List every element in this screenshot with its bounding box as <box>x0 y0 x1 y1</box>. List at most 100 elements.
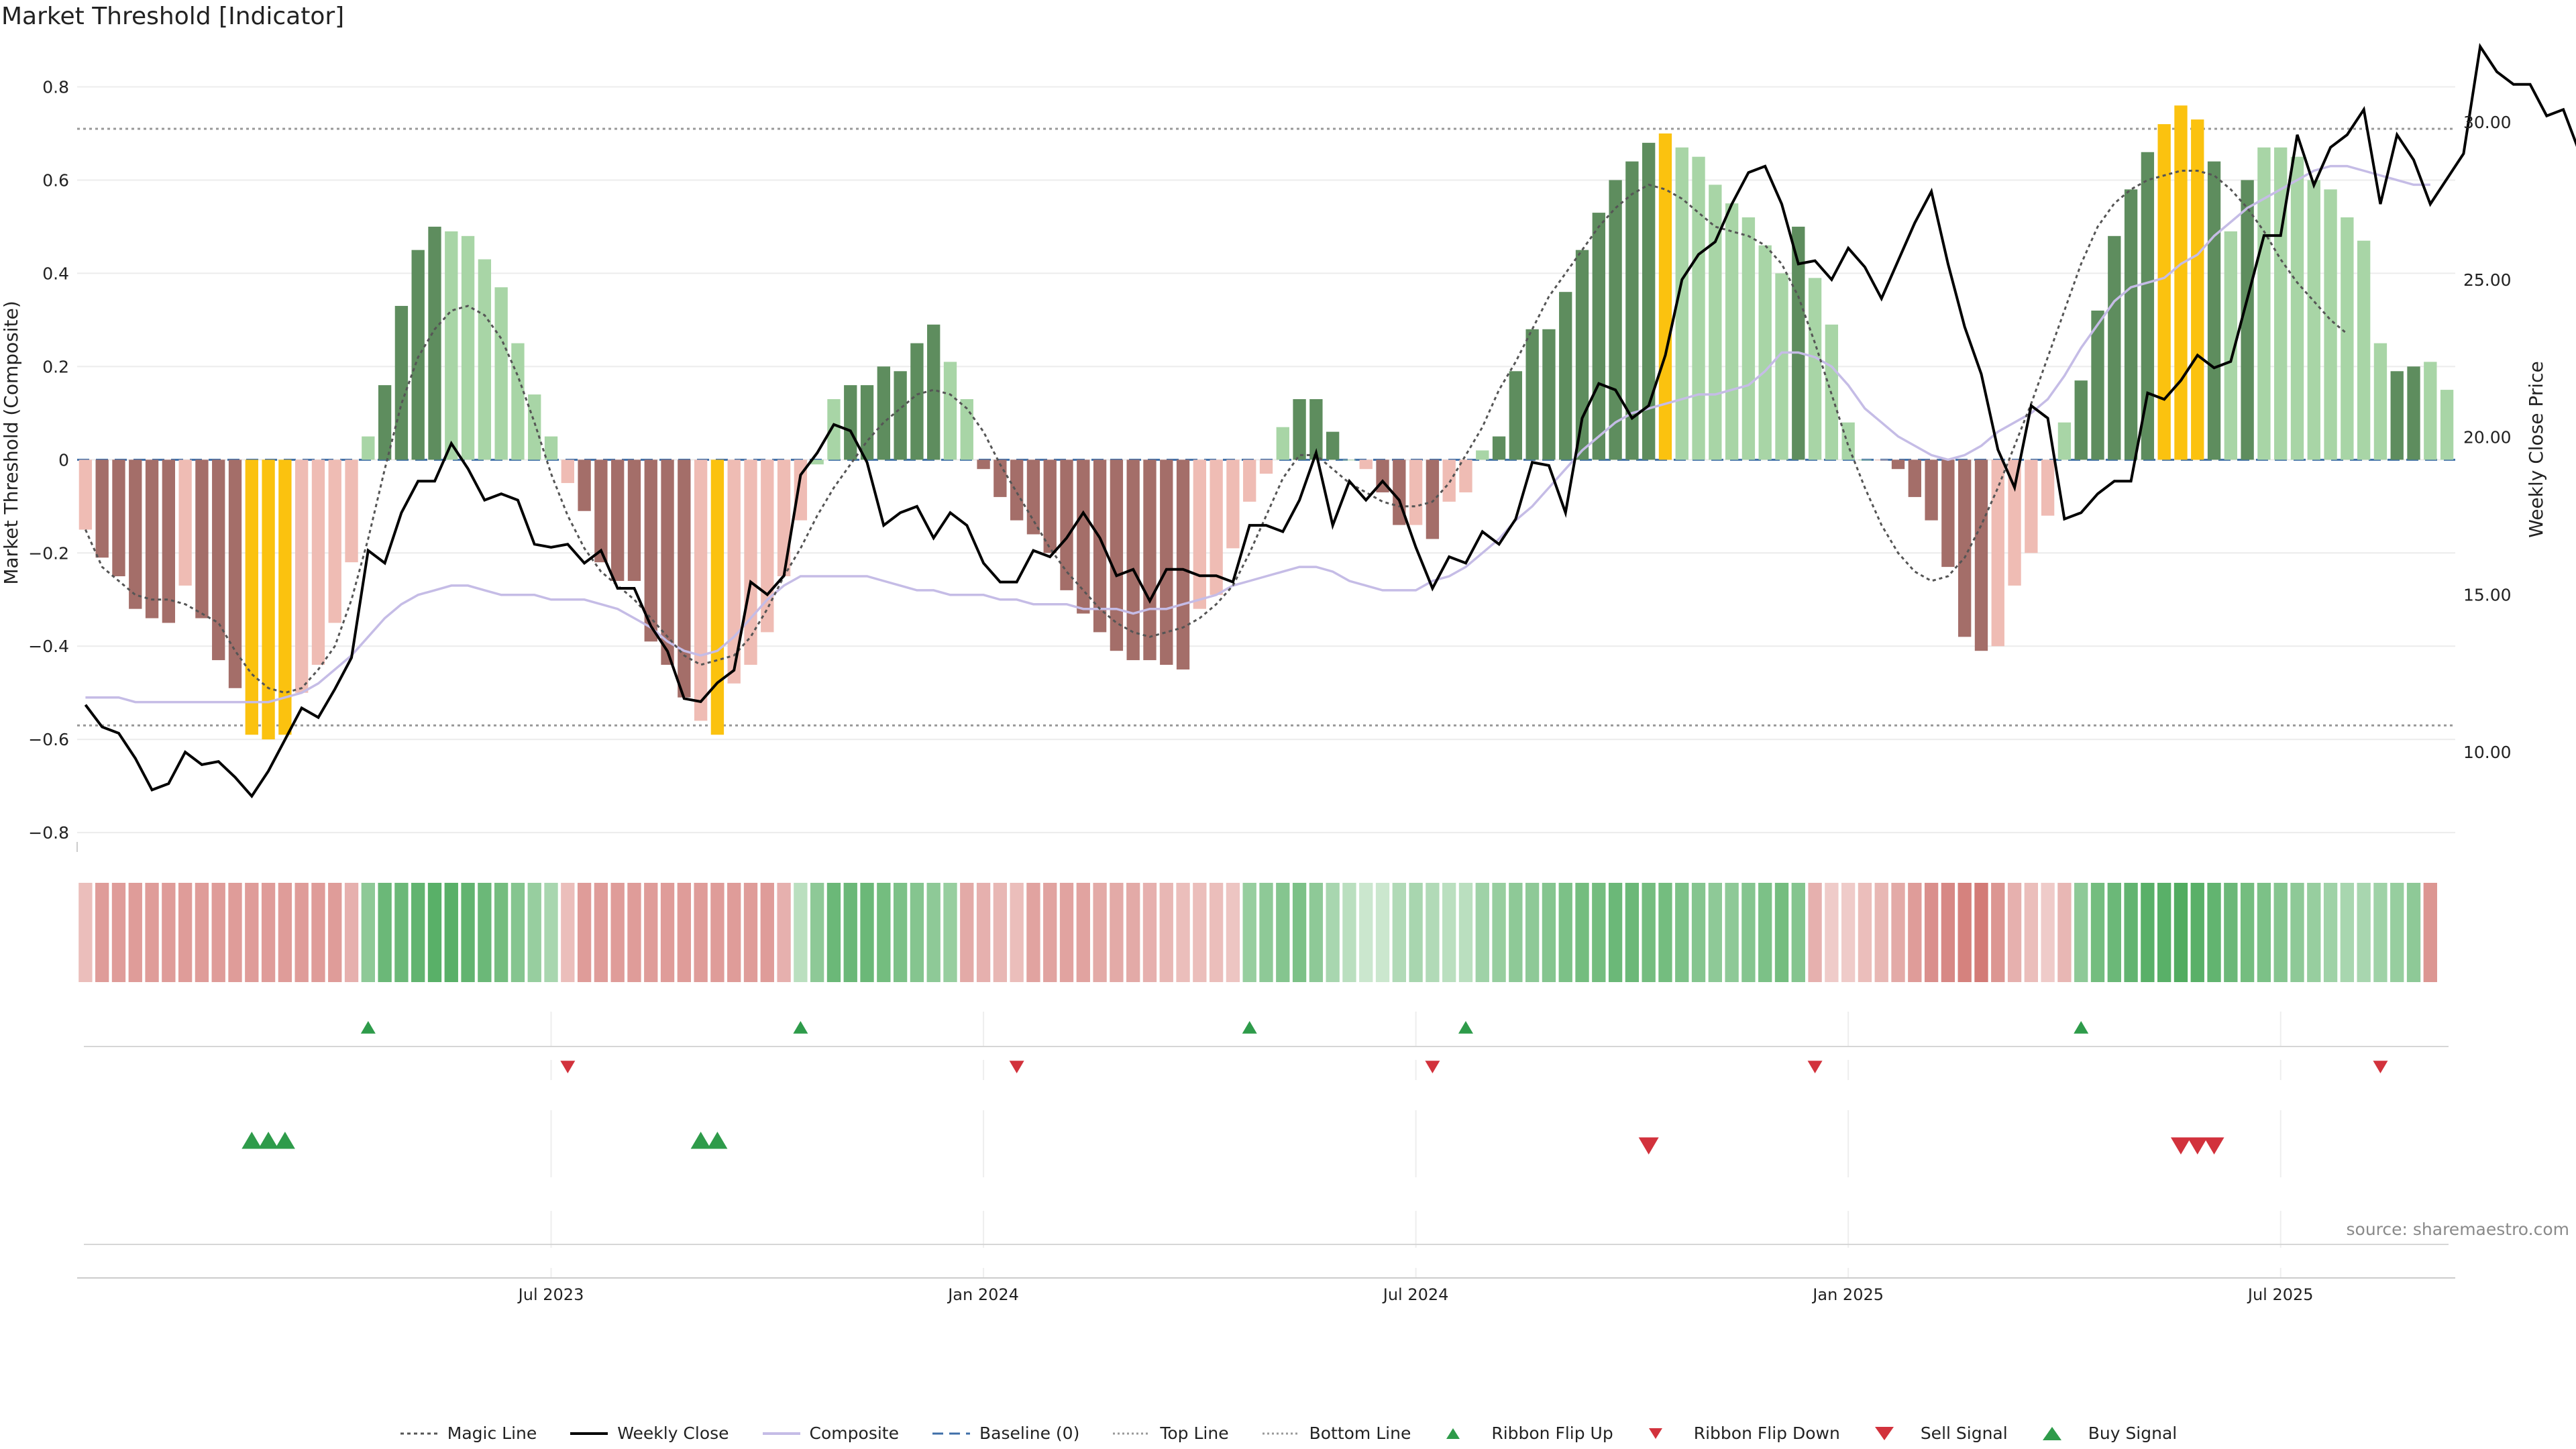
ribbon-cell <box>1043 883 1057 982</box>
ribbon-cell <box>2024 883 2039 982</box>
ribbon-cell <box>976 883 991 982</box>
composite-bar <box>1459 460 1472 492</box>
ribbon-cell <box>1774 883 1789 982</box>
legend-swatch-close <box>570 1432 608 1435</box>
composite-bar <box>1293 398 1306 460</box>
composite-bar <box>2124 189 2138 460</box>
ribbon-cell <box>2141 883 2155 982</box>
composite-bar <box>2324 189 2337 460</box>
ribbon-cell <box>960 883 974 982</box>
composite-bar <box>1176 460 1190 669</box>
ribbon-cell <box>660 883 675 982</box>
ribbon-cell <box>2174 883 2188 982</box>
y-tick-label: 0 <box>58 450 69 470</box>
composite-bar <box>2074 380 2088 460</box>
composite-bar <box>1542 329 1556 460</box>
x-tick-label: Jul 2023 <box>517 1285 584 1304</box>
ribbon-cell <box>1159 883 1173 982</box>
ribbon-flip-up-marker <box>1242 1021 1257 1034</box>
ribbon-flip-up-marker <box>793 1021 808 1034</box>
ribbon-cell <box>2057 883 2072 982</box>
ribbon-cell <box>1841 883 1856 982</box>
ribbon-cell <box>2273 883 2288 982</box>
ribbon-cell <box>1957 883 1972 982</box>
legend-item-top-line: Top Line <box>1112 1424 1229 1443</box>
ribbon-cell <box>1991 883 2005 982</box>
ribbon-cell <box>1342 883 1356 982</box>
ribbon-cell <box>1292 883 1307 982</box>
ribbon-cell <box>1193 883 1207 982</box>
composite-bar <box>278 460 292 735</box>
composite-bar <box>294 460 309 693</box>
y2-tick-label: 10.00 <box>2463 743 2512 762</box>
y-axis-title: Market Threshold (Composite) <box>0 301 22 584</box>
ribbon-cell <box>427 883 442 982</box>
ribbon-cell <box>544 883 558 982</box>
legend-swatch-sell <box>1874 1426 1894 1440</box>
line-series <box>84 42 2576 799</box>
ribbon-flip-down-marker <box>1807 1061 1823 1073</box>
composite-bar <box>1110 460 1124 651</box>
legend-item-buy-signal: Buy Signal <box>2040 1424 2177 1443</box>
legend-item-sell-signal: Sell Signal <box>1872 1424 2008 1443</box>
x-tick-label: Jan 2025 <box>1811 1285 1884 1304</box>
composite-bar <box>178 460 192 586</box>
composite-bar <box>411 250 425 460</box>
ribbon-cell <box>461 883 475 982</box>
ribbon-cell <box>1509 883 1523 982</box>
y-tick-label: 0.4 <box>42 264 69 283</box>
ribbon-cell <box>1176 883 1190 982</box>
ribbon-cell <box>2041 883 2055 982</box>
ribbon-cell <box>1891 883 1905 982</box>
ribbon-cell <box>278 883 292 982</box>
ribbon-cell <box>1741 883 1756 982</box>
composite-bar <box>644 460 657 642</box>
composite-bar <box>877 366 890 460</box>
ribbon-cell <box>162 883 176 982</box>
composite-bar <box>195 460 209 619</box>
ribbon-cell <box>760 883 774 982</box>
legend-swatch-magic <box>400 1432 438 1434</box>
ribbon-cell <box>2340 883 2355 982</box>
ribbon-flip-down-marker <box>1425 1061 1440 1073</box>
composite-bar <box>977 460 990 470</box>
composite-bar <box>528 394 541 460</box>
composite-bar <box>661 460 674 665</box>
composite-bar <box>1575 250 1589 460</box>
ribbon-cell <box>1808 883 1822 982</box>
buy-signal-marker <box>707 1132 728 1149</box>
composite-bar <box>1243 460 1256 502</box>
composite-bar <box>2008 460 2021 586</box>
buy-signal-marker <box>274 1132 295 1149</box>
composite-bar <box>2191 119 2204 460</box>
composite-bar <box>827 398 841 460</box>
composite-bar <box>561 460 574 484</box>
ribbon-cell <box>245 883 259 982</box>
ribbon-cell <box>577 883 592 982</box>
composite-bar <box>1492 436 1506 460</box>
legend-label: Ribbon Flip Up <box>1491 1424 1613 1443</box>
composite-bar <box>727 460 741 684</box>
composite-bar <box>744 460 757 665</box>
ribbon-cell <box>2157 883 2171 982</box>
legend-swatch-top <box>1113 1432 1151 1434</box>
composite-bar <box>2257 147 2271 460</box>
ribbon-cell <box>1592 883 1606 982</box>
composite-bar <box>129 460 142 609</box>
legend-item-composite: Composite <box>761 1424 899 1443</box>
composite-bar <box>1160 460 1173 665</box>
source-note: source: sharemaestro.com <box>2346 1220 2570 1239</box>
composite-bar <box>1792 226 1805 460</box>
composite-bar <box>428 226 441 460</box>
ribbon-cell <box>394 883 409 982</box>
composite-bar <box>461 235 475 460</box>
composite-bar <box>2157 124 2171 460</box>
composite-bar <box>1908 460 1921 497</box>
composite-bar <box>2407 366 2420 460</box>
ribbon-cell <box>1675 883 1689 982</box>
legend-item-magic-line: Magic Line <box>399 1424 537 1443</box>
composite-bar <box>1525 329 1539 460</box>
composite-bar <box>2108 235 2121 460</box>
composite-bar <box>1592 213 1605 460</box>
